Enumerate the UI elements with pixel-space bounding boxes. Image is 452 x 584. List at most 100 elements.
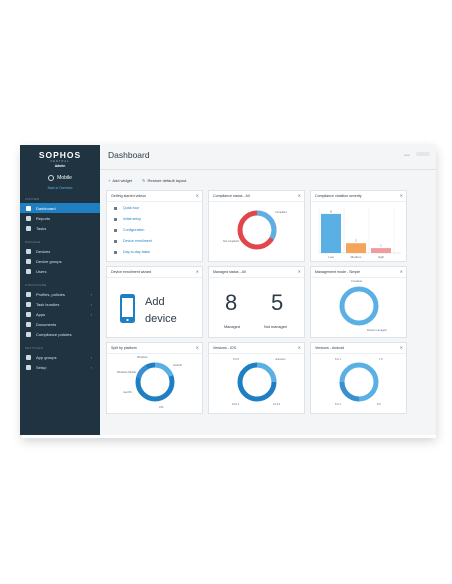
sidebar-item-device-groups[interactable]: Device groups: [20, 256, 100, 266]
widget-title: Versions - iOS: [213, 346, 236, 350]
back-to-overview-link[interactable]: Back to Overview: [47, 186, 73, 190]
section-label: SETTINGS: [25, 346, 44, 350]
gear-icon: [26, 364, 31, 370]
app-group-icon: [26, 354, 31, 360]
sidebar-item-task-bundles[interactable]: Task bundles ›: [20, 299, 100, 309]
compliance-icon: [26, 331, 31, 337]
android-version-label: 6.0.1: [335, 358, 341, 361]
video-link[interactable]: Day-to-day tasks: [114, 250, 150, 254]
management-mode-donut: [339, 286, 379, 326]
sidebar-item-profiles-policies[interactable]: Profiles, policies ›: [20, 289, 100, 299]
widget-split-by-platform: Split by platform ✕ Windows Android Wind…: [106, 342, 203, 414]
sidebar-item-users[interactable]: Users: [20, 266, 100, 276]
sidebar-item-dashboard[interactable]: Dashboard: [20, 203, 100, 213]
android-version-label: 7.0: [379, 358, 383, 361]
managed-label: Managed: [224, 325, 240, 329]
android-version-label: 5.0.1: [335, 403, 341, 406]
container-label: Container: [351, 280, 363, 283]
widget-violation-severity: Compliance violation severity ✕ 8 Low 2 Med…: [310, 190, 407, 262]
sidebar-item-label: Dashboard: [36, 205, 56, 211]
widget-title: Compliance status - All: [213, 194, 250, 198]
close-icon[interactable]: ✕: [297, 193, 301, 198]
video-link[interactable]: Initial setup: [114, 217, 141, 221]
device-managed-label: Device managed: [367, 329, 387, 332]
widget-title: Getting started videos: [111, 194, 146, 198]
widget-divider: [209, 353, 304, 354]
sidebar-item-app-groups[interactable]: App groups ›: [20, 352, 100, 362]
device-group-icon: [26, 258, 31, 264]
film-icon: [114, 239, 117, 243]
platform-donut: [135, 362, 175, 402]
product-switcher[interactable]: Mobile: [20, 175, 100, 181]
device-icon: [26, 248, 31, 254]
close-icon[interactable]: ✕: [297, 345, 301, 350]
tasks-icon: [26, 225, 31, 231]
section-label: INFORM: [25, 197, 40, 201]
severity-bar-low[interactable]: [321, 213, 341, 253]
sidebar-item-label: Setup: [36, 364, 47, 370]
android-versions-donut: [339, 362, 379, 402]
add-widget-button[interactable]: + Add widget: [108, 178, 132, 183]
page-title: Dashboard: [108, 150, 150, 160]
chevron-right-icon: ›: [90, 301, 92, 307]
close-icon[interactable]: ✕: [399, 193, 403, 198]
android-version-segment: [339, 381, 360, 402]
help-link[interactable]: Help: [403, 153, 410, 157]
close-icon[interactable]: ✕: [195, 345, 199, 350]
add-device-button[interactable]: Add device: [145, 294, 177, 328]
severity-bar-medium[interactable]: [346, 243, 366, 253]
sidebar-item-label: Documents: [36, 321, 57, 327]
android-segment: [154, 362, 174, 378]
nav-section-inform: INFORM Dashboard Reports Tasks: [20, 190, 100, 233]
video-link-label: Device enrollment: [123, 239, 152, 243]
dashboard-icon: [26, 205, 31, 211]
ios-version-label: 9.3.5: [233, 358, 239, 361]
widget-divider: [311, 353, 406, 354]
sidebar-item-devices[interactable]: Devices: [20, 246, 100, 256]
film-icon: [114, 228, 117, 232]
film-icon: [114, 217, 117, 221]
severity-category-label: Low: [328, 255, 334, 259]
sidebar-item-documents[interactable]: Documents: [20, 319, 100, 329]
bundle-icon: [26, 301, 31, 307]
sidebar-item-tasks[interactable]: Tasks: [20, 223, 100, 233]
close-icon[interactable]: ✕: [399, 345, 403, 350]
widget-versions-android: Versions - Android ✕ 6.0.1 7.0 5.0.1 8.0: [310, 342, 407, 414]
sidebar-item-setup[interactable]: Setup ›: [20, 362, 100, 372]
sidebar-item-reports[interactable]: Reports: [20, 213, 100, 223]
close-icon[interactable]: ✕: [399, 269, 403, 274]
ios-label: iOS: [159, 406, 164, 409]
widget-divider: [311, 277, 406, 278]
add-device-line2: device: [145, 313, 177, 325]
sidebar-item-apps[interactable]: Apps ›: [20, 309, 100, 319]
close-icon[interactable]: ✕: [195, 193, 199, 198]
device-managed-segment: [339, 286, 379, 326]
restore-layout-button[interactable]: ↻ Restore default layout: [142, 178, 186, 183]
phone-icon[interactable]: [107, 267, 204, 339]
not-managed-label: Not managed: [264, 325, 287, 329]
sidebar-item-compliance-policies[interactable]: Compliance policies: [20, 329, 100, 339]
severity-bar-high[interactable]: [371, 248, 391, 253]
widget-divider: [209, 201, 304, 202]
video-link[interactable]: Device enrollment: [114, 239, 152, 243]
not-managed-count: 5: [271, 290, 284, 315]
severity-category-label: High: [378, 255, 385, 259]
sidebar-item-label: Tasks: [36, 225, 47, 231]
widget-divider: [209, 277, 304, 278]
section-label: CONFIGURE: [25, 283, 47, 287]
close-icon[interactable]: ✕: [297, 269, 301, 274]
android-version-label: 8.0: [377, 403, 381, 406]
nav-section-manage: MANAGE Devices Device groups Users: [20, 233, 100, 276]
video-link[interactable]: Configuration: [114, 228, 144, 232]
mobile-icon: [48, 175, 55, 181]
logo-role: Admin: [54, 164, 66, 168]
ios-version-label: 10.0.1: [232, 403, 240, 406]
video-link[interactable]: Quick tour: [114, 206, 139, 210]
restore-label: Restore default layout: [147, 178, 187, 183]
header-toggle[interactable]: [416, 152, 430, 156]
sidebar-item-label: Reports: [36, 215, 51, 221]
close-icon[interactable]: ✕: [195, 269, 199, 274]
ios-version-segment: [256, 362, 277, 383]
severity-bar-chart: 8 Low 2 Medium 1 High: [318, 208, 401, 259]
widget-compliance-status: Compliance status - All ✕ Compliant Not …: [208, 190, 305, 262]
